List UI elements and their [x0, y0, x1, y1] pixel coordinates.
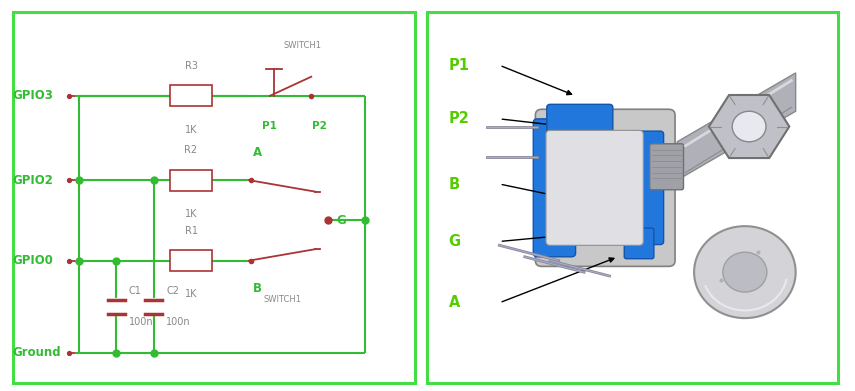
Text: P1: P1 [449, 58, 469, 73]
Text: GPIO2: GPIO2 [13, 174, 54, 187]
Text: Ground: Ground [13, 346, 62, 359]
Text: G: G [449, 234, 461, 249]
FancyBboxPatch shape [546, 130, 643, 245]
Text: R2: R2 [185, 145, 198, 155]
Text: C1: C1 [129, 286, 142, 296]
FancyBboxPatch shape [535, 109, 675, 266]
Bar [170, 85, 212, 106]
Text: G: G [336, 214, 346, 227]
Text: R3: R3 [185, 61, 198, 71]
Text: R1: R1 [185, 226, 198, 236]
Text: 1K: 1K [185, 209, 198, 219]
Text: P1: P1 [262, 121, 277, 131]
Circle shape [732, 111, 766, 142]
Text: C2: C2 [166, 286, 180, 296]
FancyBboxPatch shape [632, 131, 663, 244]
Text: SWITCH1: SWITCH1 [284, 41, 322, 50]
Circle shape [694, 226, 796, 318]
Bar [170, 250, 212, 271]
Text: A: A [449, 295, 460, 310]
Text: B: B [253, 282, 262, 295]
Text: GPIO0: GPIO0 [13, 254, 54, 267]
FancyBboxPatch shape [650, 144, 683, 190]
Text: P2: P2 [312, 121, 327, 131]
Text: 100n: 100n [129, 317, 153, 327]
FancyBboxPatch shape [547, 104, 613, 133]
Text: B: B [449, 176, 460, 192]
FancyBboxPatch shape [624, 228, 654, 259]
Text: 100n: 100n [166, 317, 191, 327]
Bar [170, 170, 212, 191]
Text: A: A [253, 146, 262, 159]
Text: 1K: 1K [185, 289, 198, 300]
Circle shape [722, 252, 767, 292]
Text: 1K: 1K [185, 125, 198, 135]
Text: SWITCH1: SWITCH1 [263, 295, 302, 304]
Polygon shape [677, 73, 796, 180]
FancyBboxPatch shape [534, 119, 575, 257]
Text: GPIO3: GPIO3 [13, 90, 54, 102]
Text: P2: P2 [449, 111, 469, 126]
